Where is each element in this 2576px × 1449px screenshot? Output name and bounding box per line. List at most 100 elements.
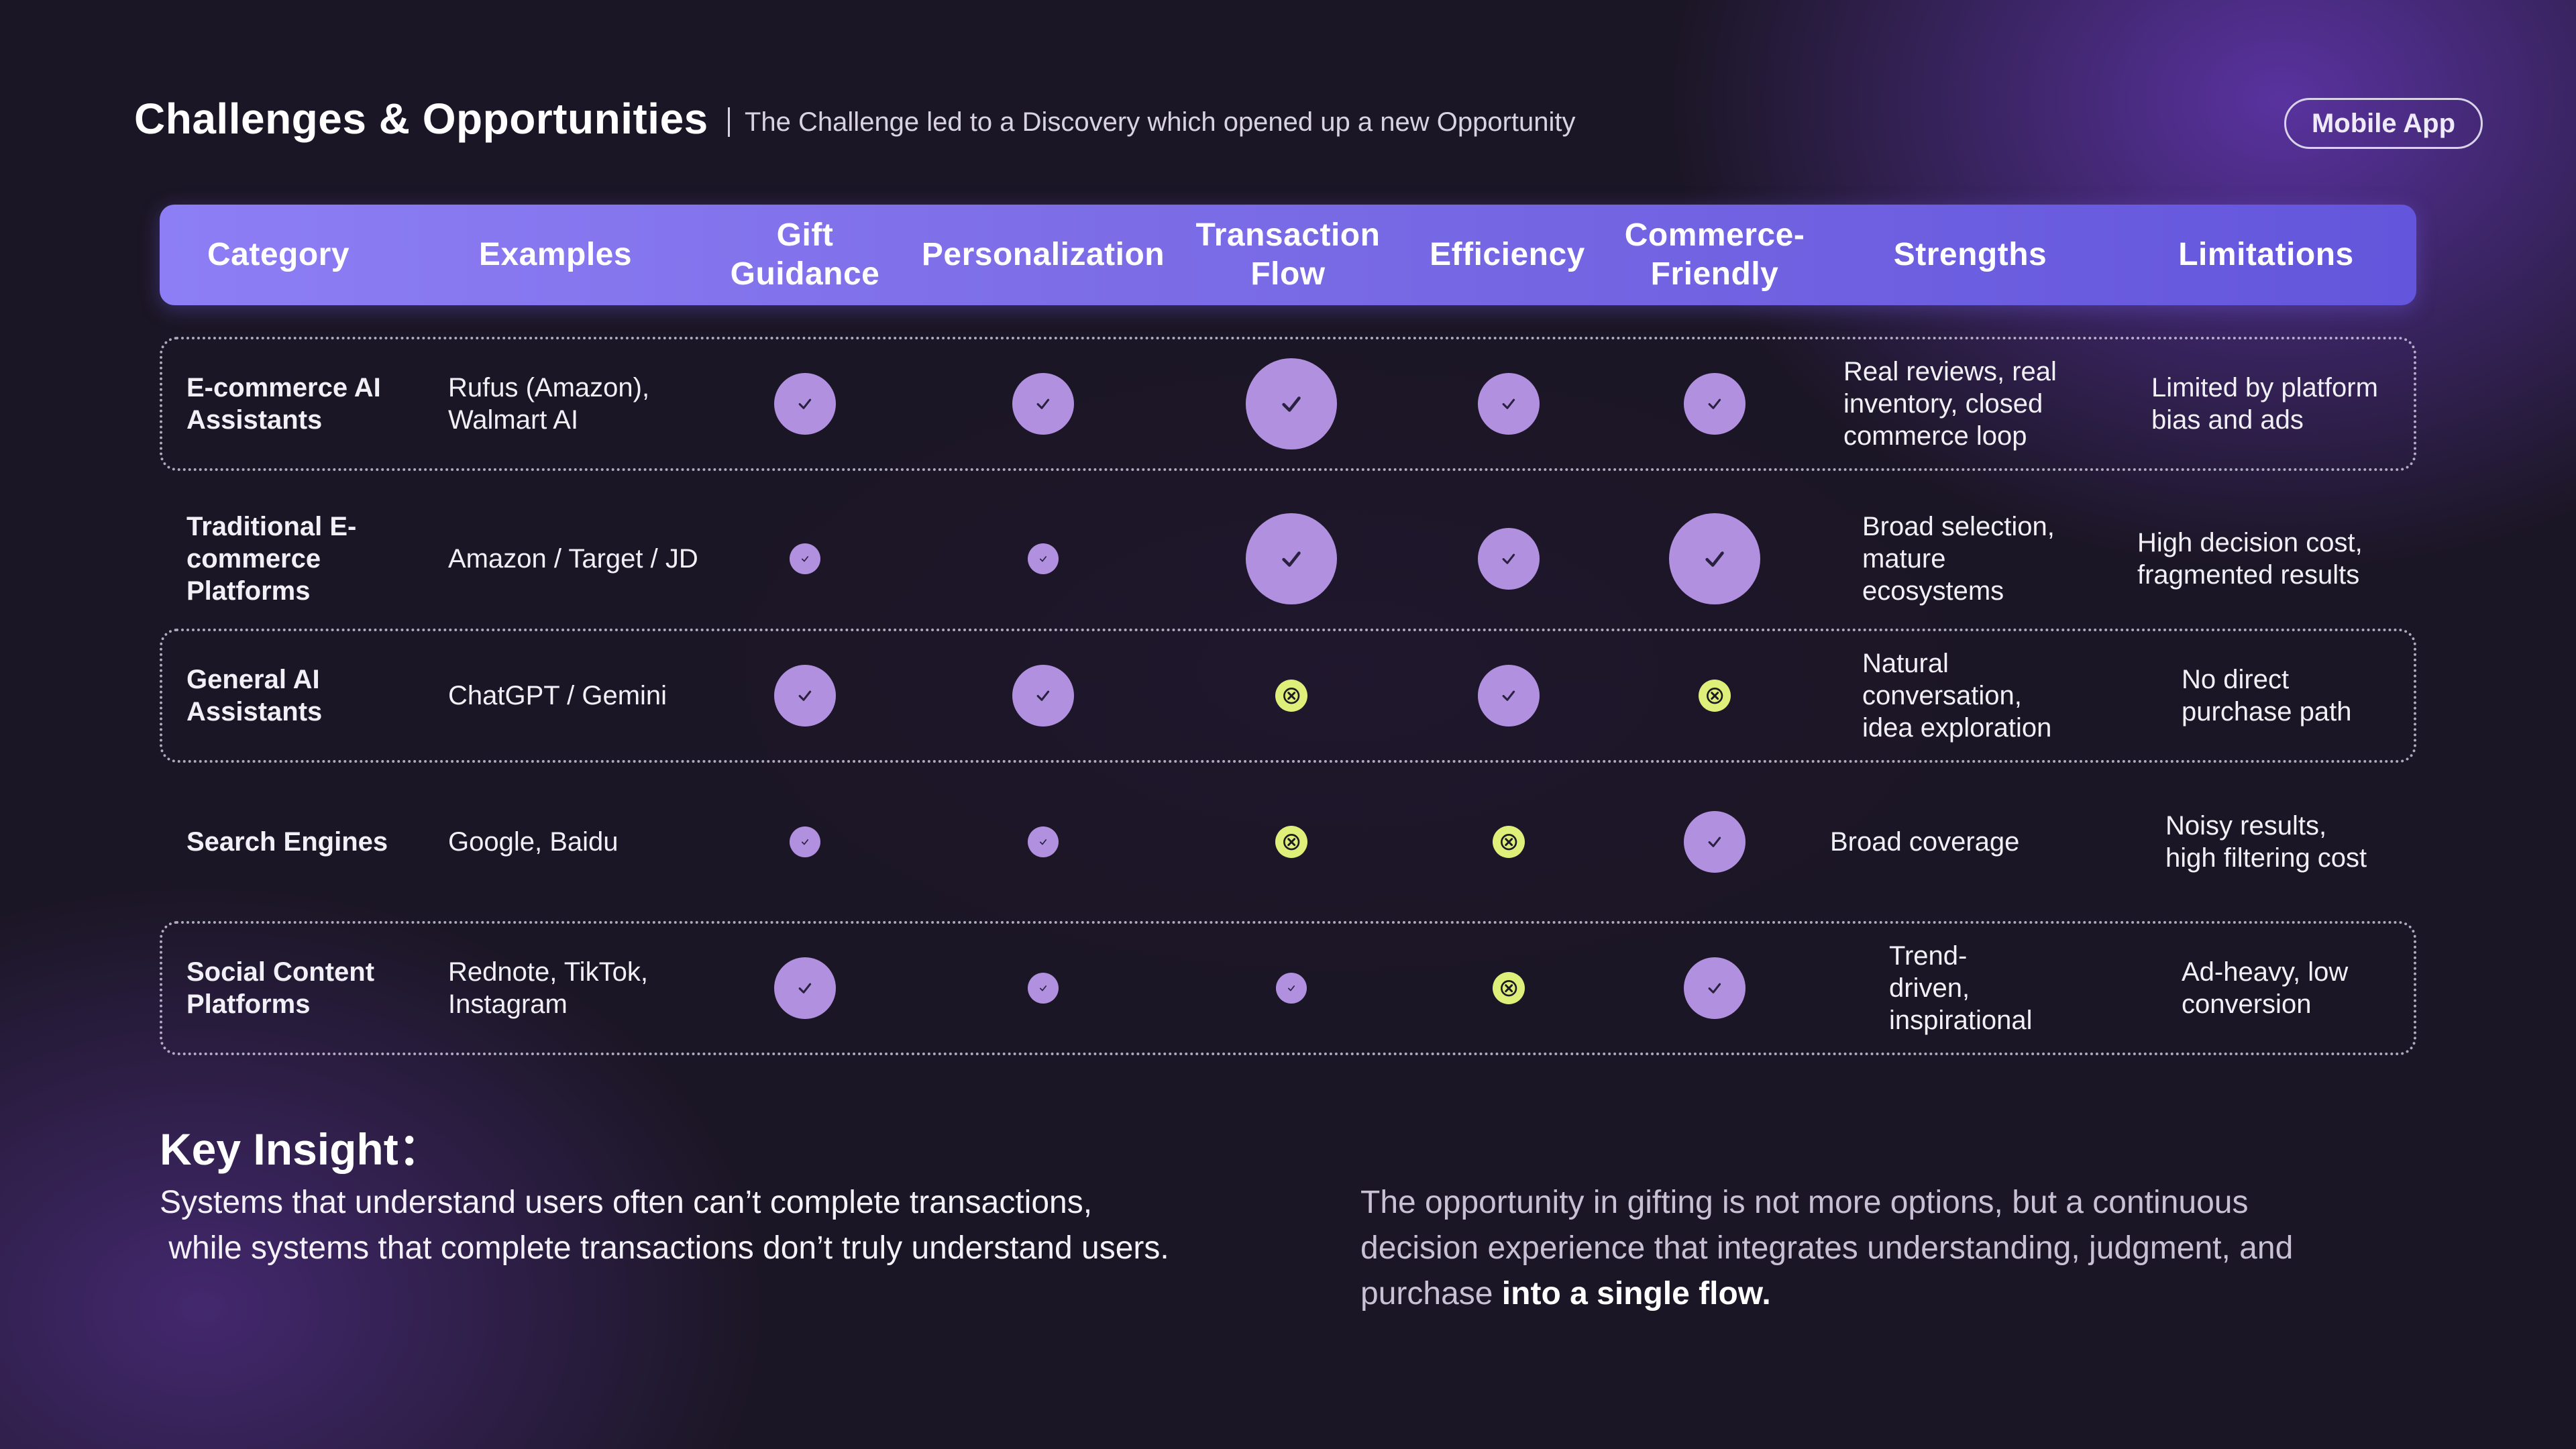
cross-icon (1699, 680, 1731, 712)
limitations-line: high filtering cost (2165, 843, 2367, 873)
examples-line: Walmart AI (448, 405, 579, 435)
column-header-line: Friendly (1650, 256, 1779, 292)
column-header-7[interactable]: Strengths (1829, 205, 2111, 305)
column-header-line: Examples (478, 237, 633, 272)
row-examples: Amazon / Target / JD (448, 505, 698, 612)
row-category: Search Engines (186, 788, 388, 896)
row-limitations: Ad-heavy, low conversion (2182, 934, 2348, 1042)
strengths-line: inspirational (1889, 1006, 2033, 1035)
row-limitations: Limited by platform bias and ads (2151, 350, 2378, 458)
check-icon (1684, 373, 1746, 435)
row-examples: Rufus (Amazon), Walmart AI (448, 350, 649, 458)
cross-icon (1275, 826, 1307, 858)
limitations-line: bias and ads (2151, 405, 2304, 435)
row-highlight-frame (160, 629, 2416, 763)
column-header-0[interactable]: Category (168, 205, 389, 305)
strengths-line: idea exploration (1862, 713, 2052, 743)
column-header-2[interactable]: Gift Guidance (711, 205, 899, 305)
row-strengths: Trend-driven, inspirational (1889, 934, 2032, 1042)
check-icon (1276, 973, 1307, 1004)
limitations-line: High decision cost, (2137, 528, 2363, 557)
check-icon (774, 373, 836, 435)
column-header-line: Efficiency (1430, 237, 1585, 272)
column-header-line: Personalization (921, 237, 1165, 272)
row-examples: ChatGPT / Gemini (448, 642, 667, 749)
row-limitations: High decision cost, fragmented results (2137, 505, 2363, 612)
column-header-6[interactable]: Commerce- Friendly (1601, 205, 1829, 305)
check-icon (1012, 373, 1074, 435)
strengths-line: conversation, (1862, 681, 2022, 710)
examples-line: Amazon / Target / JD (448, 544, 698, 574)
check-icon (790, 543, 820, 574)
strengths-line: Natural (1862, 649, 1949, 678)
category-line: Platforms (186, 576, 311, 606)
limitations-line: Ad-heavy, low (2182, 957, 2349, 987)
row-strengths: Real reviews, real inventory, closed comme… (1843, 350, 2057, 458)
row-strengths: Broad coverage (1830, 788, 2019, 896)
category-line: Social Content (186, 957, 375, 987)
insight-right-line-3: purchase into a single flow. (1360, 1275, 1771, 1313)
examples-line: Google, Baidu (448, 827, 619, 857)
strengths-line: ecosystems (1862, 576, 2004, 606)
row-examples: Rednote, TikTok, Instagram (448, 934, 648, 1042)
check-icon (774, 957, 836, 1019)
check-icon (1684, 811, 1746, 873)
category-line: Platforms (186, 989, 311, 1019)
strengths-line: driven, (1889, 973, 1970, 1003)
row-limitations: No direct purchase path (2182, 642, 2352, 749)
examples-line: ChatGPT / Gemini (448, 681, 667, 710)
category-line: commerce (186, 544, 321, 574)
limitations-line: fragmented results (2137, 560, 2360, 590)
strengths-line: commerce loop (1843, 421, 2027, 451)
category-line: E-commerce AI (186, 373, 381, 402)
examples-line: Rufus (Amazon), (448, 373, 650, 402)
key-insight-title: Key Insight： (160, 1124, 443, 1174)
page-subtitle: The Challenge led to a Discovery which o… (728, 107, 1576, 137)
limitations-line: conversion (2182, 989, 2312, 1019)
check-icon (1246, 513, 1337, 604)
check-icon (790, 826, 820, 857)
check-icon (1028, 543, 1059, 574)
column-header-line: Limitations (2178, 237, 2354, 272)
mobile-app-badge[interactable]: Mobile App (2284, 98, 2483, 149)
check-icon (1478, 528, 1540, 590)
column-header-5[interactable]: Efficiency (1407, 205, 1608, 305)
insight-left-line-1: Systems that understand users often can’… (160, 1185, 1093, 1220)
row-strengths: Broad selection, mature ecosystems (1862, 505, 2055, 612)
check-icon (1028, 826, 1059, 857)
category-line: General AI (186, 665, 320, 694)
column-header-8[interactable]: Limitations (2132, 205, 2400, 305)
strengths-line: inventory, closed (1843, 389, 2043, 419)
column-header-line: Transaction (1195, 217, 1381, 253)
column-header-line: Commerce- (1624, 217, 1805, 253)
limitations-line: No direct (2182, 665, 2290, 694)
row-category: E-commerce AI Assistants (186, 350, 381, 458)
row-strengths: Natural conversation, idea exploration (1862, 642, 2051, 749)
cross-icon (1493, 826, 1525, 858)
column-header-line: Category (207, 237, 350, 272)
insight-right-line-2: decision experience that integrates unde… (1360, 1230, 2294, 1266)
examples-line: Instagram (448, 989, 568, 1019)
strengths-line: Broad coverage (1830, 827, 2020, 857)
table-header: Category Examples Gift Guidance Personalizat… (160, 205, 2416, 305)
check-icon (1246, 358, 1337, 449)
column-header-line: Guidance (730, 256, 880, 292)
insight-right-line-1: The opportunity in gifting is not more o… (1360, 1185, 2249, 1220)
check-icon (1478, 373, 1540, 435)
column-header-line: Strengths (1893, 237, 2047, 272)
column-header-3[interactable]: Personalization (902, 205, 1184, 305)
column-header-line: Flow (1250, 256, 1326, 292)
check-icon (774, 665, 836, 727)
column-header-4[interactable]: Transaction Flow (1177, 205, 1399, 305)
insight-left-line-2: while systems that complete transactions… (160, 1230, 1169, 1266)
check-icon (1478, 665, 1540, 727)
cross-icon (1275, 680, 1307, 712)
strengths-line: mature (1862, 544, 1946, 574)
column-header-1[interactable]: Examples (421, 205, 690, 305)
examples-line: Rednote, TikTok, (448, 957, 648, 987)
category-line: Search Engines (186, 827, 388, 857)
cross-icon (1493, 972, 1525, 1004)
strengths-line: Real reviews, real (1843, 357, 2057, 386)
limitations-line: Limited by platform (2151, 373, 2378, 402)
row-examples: Google, Baidu (448, 788, 619, 896)
